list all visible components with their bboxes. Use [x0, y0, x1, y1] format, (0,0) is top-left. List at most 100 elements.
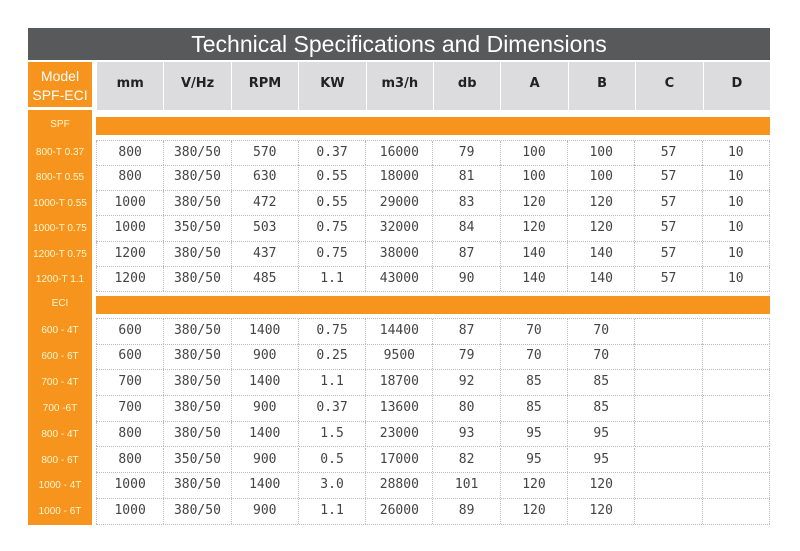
table-row: 700 380/50 900 0.37 13600 80 85 85 [96, 395, 770, 422]
table-row: 1200 380/50 437 0.75 38000 87 140 140 57 10 [96, 241, 770, 267]
table-cell [701, 319, 770, 344]
table-cell: 100 [499, 165, 567, 190]
table-cell: 1200 [96, 241, 163, 266]
row-model: 800-T 0.55 [35, 172, 85, 184]
row-model: 600 - 6T [41, 350, 79, 362]
table-cell: 600 [96, 319, 163, 344]
table-cell: 600 [96, 343, 163, 369]
model-header-line1: Model [40, 68, 80, 84]
table-cell: 1200 [96, 267, 163, 292]
table-cell [701, 369, 770, 395]
table-cell: 120 [499, 190, 567, 216]
table-cell: 380/50 [163, 499, 230, 525]
table-cell: 0.25 [297, 343, 365, 369]
table-cell: 85 [567, 369, 634, 395]
row-model: 600 - 4T [41, 325, 79, 336]
table-cell: 437 [230, 241, 298, 266]
table-cell: 1400 [230, 473, 298, 499]
table-cell: 120 [567, 499, 634, 525]
table-cell [701, 447, 770, 473]
table-cell: 380/50 [163, 267, 230, 292]
row-model: 700 -6T [42, 402, 78, 414]
table-cell: 800 [96, 421, 163, 447]
table-row: 1200 380/50 485 1.1 43000 90 140 140 57 10 [96, 267, 770, 293]
table-cell: 900 [230, 447, 298, 473]
table-row: 600 380/50 1400 0.75 14400 87 70 70 [96, 318, 770, 345]
table-cell: 380/50 [163, 141, 230, 166]
table-cell: 350/50 [163, 216, 230, 241]
column-header: m3/h [365, 62, 433, 110]
table-cell: 1000 [96, 499, 163, 525]
table-cell: 57 [634, 216, 701, 241]
table-cell: 1000 [96, 473, 163, 499]
table-cell: 1400 [230, 421, 298, 447]
table-cell: 32000 [365, 216, 432, 241]
table-cell: 17000 [365, 447, 432, 473]
table-cell: 100 [567, 141, 634, 166]
table-cell [701, 421, 770, 447]
table-cell: 38000 [365, 241, 432, 266]
table-cell: 95 [567, 447, 634, 473]
table-cell: 472 [230, 190, 298, 216]
table-cell: 120 [567, 190, 634, 216]
table-cell: 10 [701, 165, 770, 190]
row-model: 700 - 4T [41, 376, 79, 388]
table-cell: 800 [96, 165, 163, 190]
table-cell: 3.0 [297, 473, 365, 499]
column-header: RPM [230, 62, 298, 110]
column-header: mm [96, 62, 163, 110]
table-row: 600 380/50 900 0.25 9500 79 70 70 [96, 343, 770, 370]
table-cell: 100 [567, 165, 634, 190]
table-cell: 14400 [365, 319, 432, 344]
table-cell: 95 [567, 421, 634, 447]
table-cell: 79 [432, 343, 499, 369]
table-cell: 10 [701, 241, 770, 266]
table-cell: 0.75 [297, 319, 365, 344]
table-cell: 120 [499, 499, 567, 525]
table-cell [634, 421, 701, 447]
table-cell: 120 [499, 216, 567, 241]
table-cell: 13600 [365, 395, 432, 421]
table-cell: 82 [432, 447, 499, 473]
table-cell [634, 499, 701, 525]
table-cell: 93 [432, 421, 499, 447]
table-cell: 700 [96, 369, 163, 395]
table-cell: 18000 [365, 165, 432, 190]
column-header: A [500, 62, 567, 110]
row-model: 1000 - 4T [38, 480, 82, 492]
table-cell: 1400 [230, 369, 298, 395]
table-cell: 95 [499, 421, 567, 447]
table-row: 1000 380/50 472 0.55 29000 83 120 120 57 10 [96, 190, 770, 217]
row-model: 800-T 0.37 [35, 147, 85, 158]
table-cell: 140 [567, 267, 634, 292]
table-cell: 57 [634, 190, 701, 216]
table-cell: 1.1 [297, 267, 365, 292]
table-cell: 380/50 [163, 190, 230, 216]
table-cell: 380/50 [163, 241, 230, 266]
group-band [96, 117, 770, 135]
group-label: ECI [51, 298, 69, 309]
table-cell: 89 [432, 499, 499, 525]
row-model: 1200-T 1.1 [35, 274, 85, 285]
table-cell: 380/50 [163, 343, 230, 369]
table-cell: 1.1 [297, 369, 365, 395]
table-cell: 120 [567, 473, 634, 499]
table-cell: 18700 [365, 369, 432, 395]
table-cell: 800 [96, 141, 163, 166]
table-cell: 26000 [365, 499, 432, 525]
table-cell: 10 [701, 216, 770, 241]
table-cell: 92 [432, 369, 499, 395]
table-row: 1000 380/50 900 1.1 26000 89 120 120 [96, 499, 770, 526]
table-cell [634, 369, 701, 395]
table-row: 1000 380/50 1400 3.0 28800 101 120 120 [96, 473, 770, 500]
table-cell: 380/50 [163, 369, 230, 395]
model-column [28, 62, 92, 525]
table-cell [701, 499, 770, 525]
table-cell: 87 [432, 241, 499, 266]
group-label: SPF [50, 119, 70, 130]
table-cell: 79 [432, 141, 499, 166]
table-cell: 380/50 [163, 473, 230, 499]
table-cell: 100 [499, 141, 567, 166]
row-model: 1000 - 6T [38, 506, 82, 518]
table-cell [634, 395, 701, 421]
